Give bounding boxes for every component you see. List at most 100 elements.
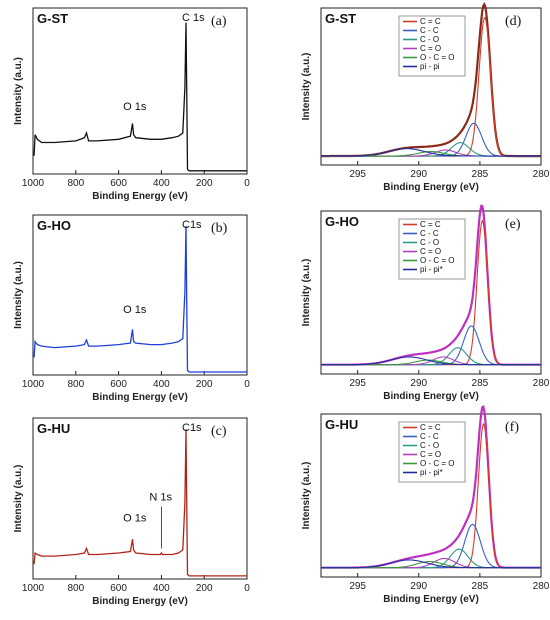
y-axis-title: Intensity (a.u.) (301, 259, 312, 327)
sample-label: G-HO (37, 218, 71, 233)
panel-tag: (f) (505, 420, 519, 435)
plot-frame (320, 413, 542, 578)
x-axis-title: Binding Energy (eV) (383, 182, 479, 193)
component-line (321, 557, 541, 569)
panel-d: 295 290 285 280 Binding Energy (eV) Intensity… (301, 1, 550, 193)
x-axis-title: Binding Energy (eV) (383, 594, 479, 605)
plot-frame (320, 210, 542, 375)
x-tick-label: 600 (110, 583, 127, 594)
peak-label: O 1s (123, 101, 147, 113)
x-tick-label: 0 (244, 583, 250, 594)
y-axis-title: Intensity (a.u.) (13, 57, 24, 125)
x-tick-label: 600 (110, 178, 127, 189)
legend-label: O - C = O (420, 53, 454, 62)
component-line (321, 347, 541, 366)
x-tick-label: 280 (533, 378, 550, 389)
peak-label: O 1s (123, 512, 147, 524)
x-tick-label: 400 (153, 583, 170, 594)
x-tick-label: 400 (153, 379, 170, 390)
component-line (321, 356, 541, 366)
x-tick-label: 285 (472, 581, 489, 592)
legend-label: C = O (420, 247, 441, 256)
y-axis-title: Intensity (a.u.) (301, 53, 312, 121)
panel-a: 1000 800 600 400 200 0 Binding Energy (eV) Inte… (13, 7, 250, 202)
legend-label: C - C (420, 26, 439, 35)
x-axis-title: Binding Energy (eV) (92, 191, 188, 202)
legend-label: pi - pi (420, 62, 440, 71)
spectrum-line (33, 225, 247, 373)
component-line (321, 559, 541, 569)
y-axis-title: Intensity (a.u.) (13, 465, 24, 533)
legend-label: C = O (420, 450, 441, 459)
spectrum-line (33, 429, 247, 577)
legend-label: C - C (420, 229, 439, 238)
x-tick-label: 200 (196, 583, 213, 594)
legend-label: pi - pi* (420, 468, 443, 477)
sample-label: G-HU (325, 417, 358, 432)
x-tick-label: 800 (67, 178, 84, 189)
panel-f: 295 290 285 280 Binding Energy (eV) Intensity… (301, 404, 550, 605)
x-tick-label: 285 (472, 378, 489, 389)
panel-b: 1000 800 600 400 200 0 Binding Energy (eV) Inte… (13, 214, 250, 403)
y-axis-title: Intensity (a.u.) (13, 261, 24, 329)
plot-frame (320, 7, 542, 166)
peak-label: C 1s (182, 12, 205, 24)
legend-label: C = C (420, 17, 441, 26)
component-line (321, 148, 541, 157)
legend-label: C = C (420, 423, 441, 432)
x-tick-label: 1000 (22, 379, 45, 390)
x-tick-label: 200 (196, 379, 213, 390)
legend-label: pi - pi* (420, 265, 443, 274)
x-tick-label: 1000 (22, 583, 45, 594)
panel-tag: (c) (211, 424, 227, 439)
legend-label: C - C (420, 432, 439, 441)
sample-label: G-ST (325, 11, 356, 26)
panel-c: 1000 800 600 400 200 0 Binding Energy (eV) Inte… (13, 417, 250, 607)
x-axis-title: Binding Energy (eV) (92, 596, 188, 607)
x-tick-label: 295 (349, 378, 366, 389)
x-tick-label: 295 (349, 581, 366, 592)
sample-label: G-ST (37, 11, 68, 26)
legend-label: C - O (420, 35, 439, 44)
x-tick-label: 290 (410, 581, 427, 592)
plot-frame (32, 417, 248, 580)
x-tick-label: 0 (244, 178, 250, 189)
plot-frame (32, 7, 248, 175)
x-tick-label: 800 (67, 379, 84, 390)
legend-label: O - C = O (420, 459, 454, 468)
x-tick-label: 295 (349, 169, 366, 180)
peak-label: C1s (182, 219, 202, 231)
peak-label: N 1s (149, 492, 172, 504)
peak-label: C1s (182, 422, 202, 434)
component-line (321, 325, 541, 366)
x-tick-label: 280 (533, 581, 550, 592)
x-axis-title: Binding Energy (eV) (92, 392, 188, 403)
legend-label: C - O (420, 441, 439, 450)
panel-tag: (d) (505, 14, 522, 29)
sample-label: G-HO (325, 214, 359, 229)
x-axis-title: Binding Energy (eV) (383, 391, 479, 402)
panel-tag: (a) (211, 14, 227, 29)
panel-tag: (b) (211, 221, 228, 236)
x-tick-label: 1000 (22, 178, 45, 189)
x-tick-label: 600 (110, 379, 127, 390)
spectrum-line (33, 22, 247, 172)
y-axis-title: Intensity (a.u.) (301, 462, 312, 530)
panel-e: 295 290 285 280 Binding Energy (eV) Intensity… (301, 204, 550, 402)
x-tick-label: 290 (410, 169, 427, 180)
x-tick-label: 280 (533, 169, 550, 180)
legend-label: C = O (420, 44, 441, 53)
x-tick-label: 0 (244, 379, 250, 390)
legend-label: C = C (420, 220, 441, 229)
component-line (321, 548, 541, 569)
x-tick-label: 400 (153, 178, 170, 189)
panel-tag: (e) (505, 217, 521, 232)
legend-label: O - C = O (420, 256, 454, 265)
sample-label: G-HU (37, 421, 70, 436)
x-tick-label: 285 (472, 169, 489, 180)
x-tick-label: 290 (410, 378, 427, 389)
x-tick-label: 800 (67, 583, 84, 594)
peak-label: O 1s (123, 304, 147, 316)
legend-label: C - O (420, 238, 439, 247)
